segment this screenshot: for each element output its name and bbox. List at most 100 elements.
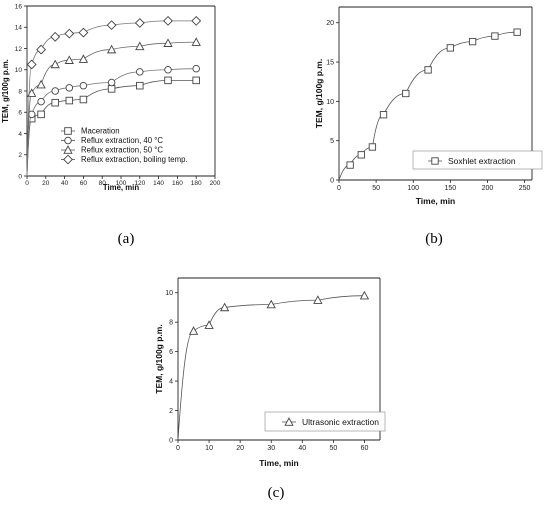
- legend-marker: [64, 127, 72, 135]
- data-point-1-9: [192, 64, 200, 73]
- data-point-0-7: [446, 44, 454, 52]
- x-tick-label: 10: [205, 445, 213, 452]
- y-tick-label: 8: [18, 88, 22, 95]
- y-tick-label: 8: [169, 320, 173, 327]
- x-tick-label: 0: [337, 185, 341, 192]
- caption-b: (b): [425, 231, 443, 247]
- data-point-2-5: [78, 54, 89, 63]
- panel-b: 0 50 100 150 200 250 0 5 10 15 20 Time, min TEM, g/1…: [314, 6, 543, 206]
- legend-label: Maceration: [81, 127, 120, 136]
- legend-marker: [63, 154, 73, 165]
- data-point-0-9: [491, 32, 499, 40]
- y-tick-label: 12: [15, 46, 23, 53]
- x-tick-label: 100: [407, 185, 419, 192]
- legend-marker: [431, 157, 439, 165]
- x-tick-label: 40: [61, 180, 69, 187]
- y-tick-label: 15: [326, 59, 334, 66]
- x-tick-label: 160: [172, 180, 183, 187]
- data-point-0-5: [313, 295, 323, 304]
- x-tick-label: 40: [298, 445, 306, 452]
- y-tick-label: 4: [169, 379, 173, 386]
- x-tick-label: 200: [210, 180, 221, 187]
- data-point-2-1: [27, 88, 37, 97]
- y-tick-label: 6: [169, 349, 173, 356]
- y-tick-label: 10: [326, 99, 334, 106]
- x-tick-label: 20: [42, 180, 50, 187]
- legend-label: Reflux extraction, 40 °C: [81, 136, 163, 145]
- y-tick-label: 4: [18, 131, 22, 138]
- data-point-1-5: [79, 81, 88, 90]
- data-point-3-8: [163, 15, 173, 26]
- x-tick-label: 250: [519, 185, 531, 192]
- legend-box: [412, 150, 543, 170]
- legend-label: Ultrasonic extraction: [302, 417, 379, 427]
- data-point-0-9: [192, 76, 200, 85]
- x-tick-label: 0: [25, 180, 29, 187]
- panel-c: 0 10 20 30 40 50 60 0 2 4 6 8 10 Time, min TEM, g/100g…: [154, 277, 386, 468]
- caption-a: (a): [118, 231, 135, 247]
- x-tick-label: 120: [134, 180, 145, 187]
- data-point-2-6: [106, 44, 117, 54]
- data-point-1-4: [65, 84, 74, 92]
- series-line-2: [26, 41, 197, 177]
- series-0: [338, 28, 521, 181]
- x-tick-label: 80: [99, 180, 107, 187]
- y-tick-label: 16: [15, 3, 23, 10]
- x-tick-label: 0: [176, 445, 180, 452]
- series-1: [26, 64, 200, 177]
- y-tick-label: 0: [18, 173, 22, 180]
- x-tick-label: 60: [361, 445, 369, 452]
- x-tick-label: 150: [445, 185, 457, 192]
- data-point-0-4: [65, 96, 74, 105]
- legend-marker: [64, 136, 72, 145]
- y-tick-label: 5: [330, 138, 334, 145]
- data-point-2-2: [36, 79, 46, 89]
- data-point-0-5: [79, 95, 88, 104]
- series-line-1: [26, 68, 197, 177]
- y-tick-label: 14: [15, 25, 23, 32]
- x-tick-label: 50: [329, 445, 337, 452]
- x-axis-label: Time, min: [416, 196, 456, 206]
- series-0: [177, 290, 370, 441]
- data-point-0-4: [266, 299, 276, 309]
- data-point-0-8: [468, 37, 477, 46]
- data-point-0-3: [368, 143, 377, 151]
- x-tick-label: 180: [191, 180, 202, 187]
- legend-marker: [63, 145, 73, 154]
- data-point-1-6: [107, 78, 116, 87]
- data-point-1-7: [136, 68, 144, 76]
- data-point-3-6: [106, 20, 117, 31]
- data-point-2-8: [163, 38, 173, 47]
- x-axis-label: Time, min: [103, 183, 139, 192]
- x-tick-label: 30: [267, 445, 275, 452]
- legend-label: Reflux extraction, boiling temp.: [81, 155, 188, 164]
- x-tick-label: 50: [372, 185, 380, 192]
- legend-marker: [284, 417, 294, 426]
- x-axis-label: Time, min: [259, 458, 299, 468]
- series-line-0: [26, 79, 197, 177]
- data-point-0-1: [188, 326, 199, 335]
- data-point-2-7: [135, 41, 145, 51]
- y-tick-label: 0: [330, 177, 334, 184]
- series-line-3: [26, 20, 197, 177]
- data-point-0-7: [136, 81, 144, 90]
- data-point-3-3: [50, 31, 61, 42]
- data-point-0-10: [513, 28, 521, 36]
- data-point-0-5: [402, 89, 410, 98]
- y-tick-label: 6: [18, 110, 22, 117]
- data-point-3-2: [36, 44, 47, 55]
- data-point-2-9: [191, 37, 201, 46]
- data-point-3-5: [78, 27, 89, 38]
- y-axis-label: TEM, g/100g p.m.: [154, 324, 164, 393]
- x-tick-label: 60: [80, 180, 88, 187]
- data-point-0-6: [107, 85, 116, 93]
- series-3: [26, 15, 202, 177]
- legend-box: [264, 411, 386, 432]
- data-point-2-4: [64, 55, 74, 64]
- y-tick-label: 0: [169, 437, 173, 444]
- x-tick-label: 100: [116, 180, 127, 187]
- y-tick-label: 20: [326, 20, 334, 27]
- y-axis-label: TEM, g/100g p.m.: [1, 59, 10, 123]
- series-2: [26, 37, 201, 177]
- legend-label: Soxhlet extraction: [448, 156, 516, 166]
